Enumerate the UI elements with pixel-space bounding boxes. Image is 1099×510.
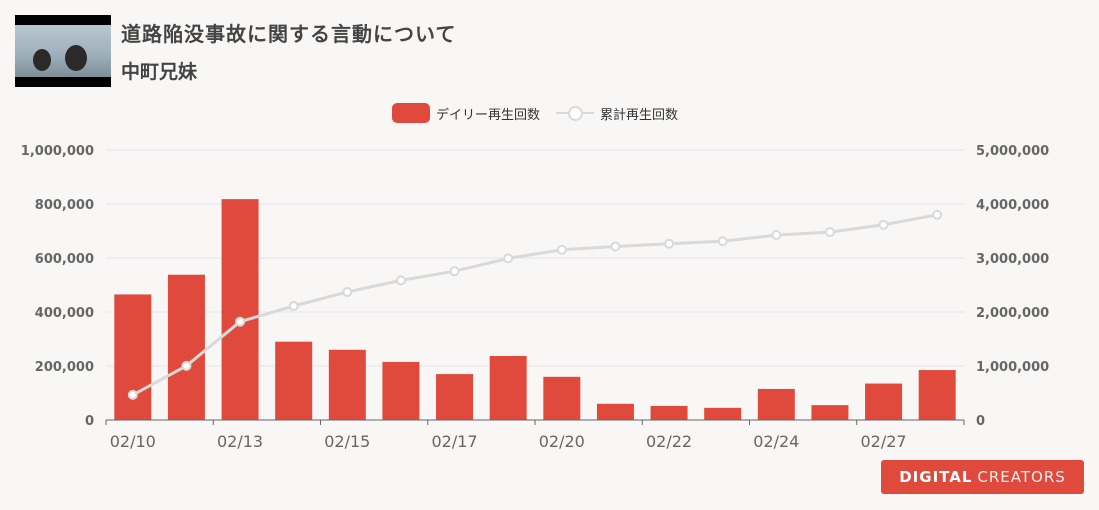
- point-cumulative: [503, 253, 514, 264]
- point-cumulative: [181, 360, 192, 371]
- y-left-tick-label: 400,000: [35, 306, 94, 321]
- point-cumulative: [824, 227, 835, 238]
- x-tick-label: 02/17: [432, 432, 478, 451]
- bar-daily: [114, 294, 152, 420]
- bar-daily: [650, 405, 688, 420]
- legend-item-daily[interactable]: デイリー再生回数: [392, 103, 540, 123]
- digital-creators-logo: DIGITAL CREATORS: [881, 460, 1084, 494]
- point-cumulative: [127, 389, 138, 400]
- x-tick-label: 02/13: [217, 432, 263, 451]
- video-thumbnail: [15, 15, 111, 87]
- line-cumulative: [132, 213, 938, 397]
- bar-daily: [489, 356, 527, 420]
- chart-legend: デイリー再生回数 累計再生回数: [392, 103, 694, 123]
- x-tick-label: 02/24: [753, 432, 799, 451]
- y-left-tick-label: 0: [85, 414, 94, 429]
- legend-label-cumulative: 累計再生回数: [600, 107, 679, 123]
- point-cumulative: [288, 301, 299, 312]
- point-cumulative: [717, 236, 728, 247]
- bar-daily: [167, 274, 205, 420]
- y-right-tick-label: 1,000,000: [976, 360, 1049, 375]
- point-cumulative: [395, 275, 406, 286]
- point-cumulative: [932, 209, 943, 220]
- legend-swatch-line: [556, 103, 595, 123]
- x-tick-label: 02/27: [861, 432, 907, 451]
- x-tick-label: 02/15: [324, 432, 370, 451]
- bar-daily: [275, 341, 313, 420]
- y-right-tick-label: 2,000,000: [976, 306, 1049, 321]
- legend-swatch-bar: [392, 103, 430, 123]
- x-tick-label: 02/22: [646, 432, 692, 451]
- y-right-tick-label: 4,000,000: [976, 198, 1049, 213]
- legend-item-cumulative[interactable]: 累計再生回数: [556, 103, 678, 123]
- x-tick-label: 02/20: [539, 432, 585, 451]
- bar-daily: [811, 405, 849, 420]
- y-left-tick-label: 600,000: [35, 252, 94, 267]
- y-right-tick-label: 5,000,000: [976, 144, 1049, 159]
- point-cumulative: [235, 316, 246, 327]
- point-cumulative: [556, 244, 567, 255]
- page-title: 道路陥没事故に関する言動について: [121, 22, 457, 46]
- bar-daily: [328, 349, 366, 420]
- bar-daily: [704, 407, 742, 420]
- bar-daily: [221, 199, 259, 420]
- bar-daily: [543, 376, 581, 420]
- point-cumulative: [664, 238, 675, 249]
- y-right-tick-label: 3,000,000: [976, 252, 1049, 267]
- y-right-tick-label: 0: [976, 414, 985, 429]
- logo-text-digital: DIGITAL: [899, 468, 973, 486]
- logo-text-creators: CREATORS: [977, 468, 1066, 486]
- legend-label-daily: デイリー再生回数: [436, 107, 541, 123]
- page-subtitle: 中町兄妹: [121, 61, 198, 83]
- bar-daily: [436, 374, 474, 420]
- bar-daily: [382, 361, 420, 420]
- point-cumulative: [342, 286, 353, 297]
- x-tick-label: 02/10: [110, 432, 156, 451]
- bar-daily: [918, 370, 956, 420]
- bar-daily: [757, 388, 795, 420]
- y-left-tick-label: 200,000: [35, 360, 94, 375]
- y-left-tick-label: 1,000,000: [21, 144, 94, 159]
- point-cumulative: [771, 230, 782, 241]
- bar-daily: [596, 403, 634, 420]
- y-left-tick-label: 800,000: [35, 198, 94, 213]
- bar-daily: [865, 383, 903, 420]
- point-cumulative: [878, 219, 889, 230]
- point-cumulative: [610, 241, 621, 252]
- point-cumulative: [449, 266, 460, 277]
